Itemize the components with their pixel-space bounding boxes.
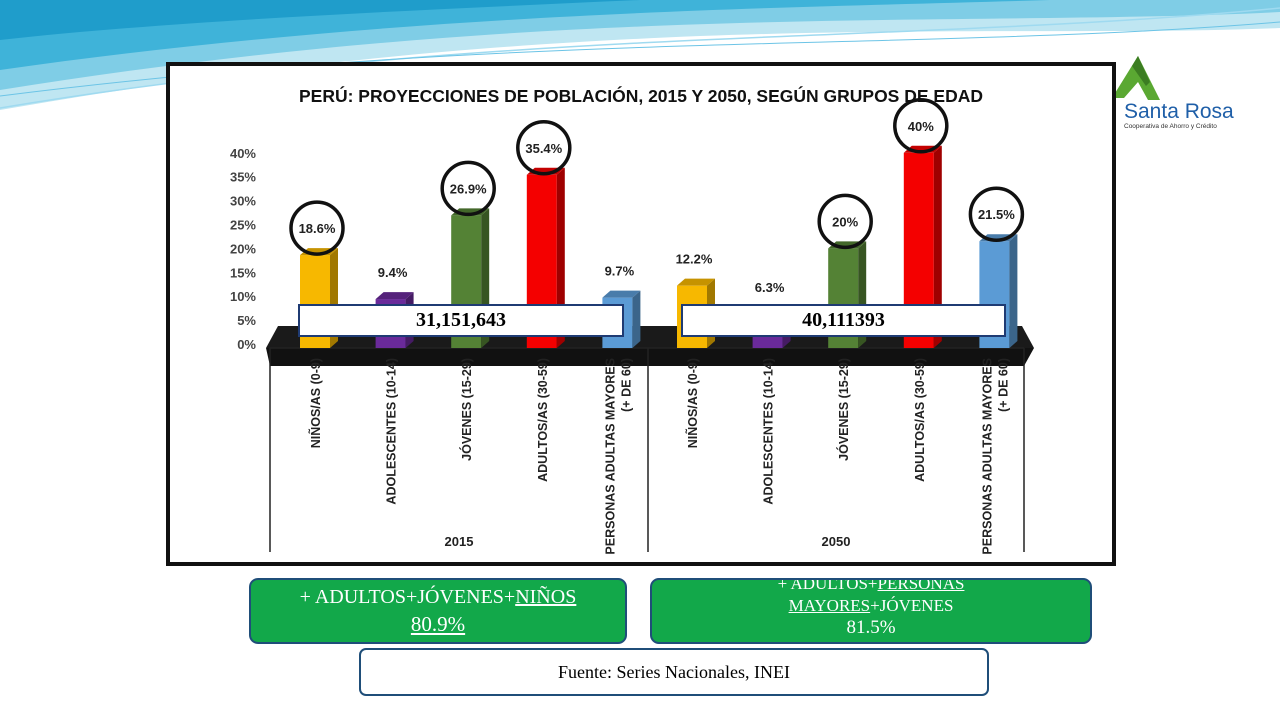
- data-label: 18.6%: [299, 221, 336, 236]
- data-label: 12.2%: [676, 252, 713, 267]
- highlight-circle: [289, 200, 345, 256]
- data-label: 21.5%: [978, 207, 1015, 222]
- category-label: ADULTOS/AS (30-59): [913, 358, 927, 482]
- category-label: NIÑOS/AS (0-9): [685, 358, 700, 448]
- bar-top: [375, 292, 414, 300]
- logo-mark-icon: [1112, 56, 1160, 100]
- bar-side: [933, 145, 942, 348]
- group-label: 2050: [822, 534, 851, 549]
- logo-tagline: Cooperativa de Ahorro y Crédito: [1124, 123, 1217, 130]
- callout-right-suffix: +JÓVENES: [870, 596, 954, 615]
- category-label: JÓVENES (15-29): [459, 358, 474, 461]
- source-note: Fuente: Series Nacionales, INEI: [359, 648, 989, 696]
- callout-left: + ADULTOS+JÓVENES+NIÑOS 80.9%: [249, 578, 627, 644]
- category-label: JÓVENES (15-29): [836, 358, 851, 461]
- y-tick-label: 5%: [237, 313, 256, 328]
- y-tick-label: 35%: [230, 170, 256, 185]
- chart-floor-front: [266, 348, 1034, 366]
- category-label: (+ DE 60): [996, 358, 1010, 412]
- y-tick-label: 30%: [230, 194, 256, 209]
- callout-right: + ADULTOS+PERSONAS MAYORES+JÓVENES 81.5%: [650, 578, 1092, 644]
- y-tick-label: 20%: [230, 241, 256, 256]
- data-label: 26.9%: [450, 181, 487, 196]
- data-label: 9.4%: [378, 265, 408, 280]
- callout-left-value: 80.9%: [410, 612, 466, 636]
- highlight-circle: [516, 120, 572, 176]
- y-tick-label: 15%: [230, 265, 256, 280]
- bar-top: [602, 290, 641, 298]
- data-label: 6.3%: [755, 280, 785, 295]
- population-chart: PERÚ: PROYECCIONES DE POBLACIÓN, 2015 Y …: [230, 85, 1034, 555]
- callout-right-underlined-2: MAYORES: [788, 596, 871, 615]
- santa-rosa-logo: Santa Rosa Cooperativa de Ahorro y Crédi…: [1098, 38, 1236, 176]
- y-tick-label: 10%: [230, 289, 256, 304]
- group-label: 2015: [445, 534, 474, 549]
- data-label: 35.4%: [525, 141, 562, 156]
- callout-left-prefix: + ADULTOS+JÓVENES+: [299, 586, 516, 608]
- callout-right-prefix: + ADULTOS+: [777, 578, 878, 593]
- chart-title: PERÚ: PROYECCIONES DE POBLACIÓN, 2015 Y …: [299, 85, 983, 106]
- category-label: ADOLESCENTES (10-14): [762, 358, 776, 505]
- total-2050-box: 40,111393: [681, 304, 1006, 337]
- logo-name: Santa Rosa: [1124, 100, 1234, 123]
- highlight-circle: [440, 160, 496, 217]
- highlight-circle: [968, 186, 1025, 242]
- y-tick-label: 25%: [230, 218, 256, 233]
- callout-right-value: 81.5%: [846, 617, 896, 638]
- bar-side: [556, 167, 565, 348]
- category-label: ADULTOS/AS (30-59): [536, 358, 550, 482]
- category-label: (+ DE 60): [619, 358, 633, 412]
- category-label: NIÑOS/AS (0-9): [308, 358, 323, 448]
- data-label: 40%: [908, 119, 934, 134]
- bar-side: [1009, 234, 1018, 348]
- highlight-circle: [817, 193, 873, 250]
- bar-side: [632, 290, 641, 348]
- category-label: PERSONAS ADULTAS MAYORES: [603, 358, 617, 555]
- callout-left-underlined: NIÑOS: [515, 586, 577, 608]
- highlight-circle: [893, 98, 949, 154]
- callout-right-underlined-1: PERSONAS: [877, 578, 965, 593]
- y-tick-label: 40%: [230, 146, 256, 161]
- category-label: PERSONAS ADULTAS MAYORES: [980, 358, 994, 555]
- data-label: 20%: [832, 214, 858, 229]
- data-label: 9.7%: [605, 264, 635, 279]
- total-2015-box: 31,151,643: [298, 304, 624, 337]
- y-tick-label: 0%: [237, 337, 256, 352]
- bar-top: [677, 278, 715, 286]
- category-label: ADOLESCENTES (10-14): [385, 358, 399, 505]
